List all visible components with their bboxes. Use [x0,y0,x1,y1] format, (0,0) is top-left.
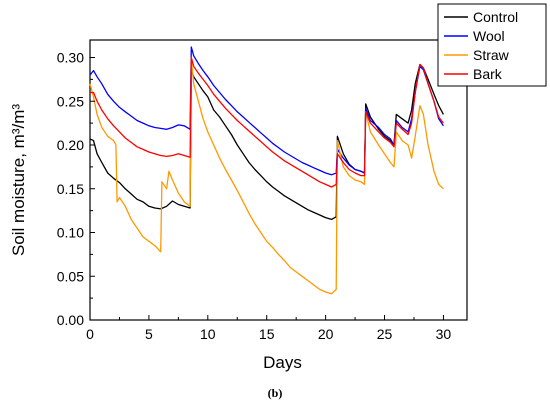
x-tick-label: 0 [86,326,94,342]
series-line-wool [89,46,444,176]
y-axis-title: Soil moisture, m³/m³ [9,104,28,256]
y-tick-label: 0.20 [57,137,84,153]
legend-label-wool: Wool [473,28,505,44]
y-tick-label: 0.10 [57,225,84,241]
y-tick-label: 0.15 [57,181,84,197]
x-tick-label: 30 [436,326,452,342]
x-tick-label: 15 [259,326,275,342]
legend-label-straw: Straw [473,47,510,63]
y-tick-label: 0.00 [57,312,84,328]
y-tick-label: 0.05 [57,268,84,284]
x-tick-label: 10 [200,326,216,342]
plot-border [89,39,468,321]
x-tick-label: 20 [318,326,334,342]
series-line-straw [89,56,444,295]
x-tick-label: 25 [377,326,393,342]
y-tick-label: 0.25 [57,93,84,109]
figure-caption: (b) [267,386,283,400]
axes: 0 5 10 15 20 25 30 0.00 0.05 0.10 0.15 0.20 0.25 0.30 [57,50,452,343]
soil-moisture-chart: 0 5 10 15 20 25 30 0.00 0.05 0.10 0.15 0.20 0.25 0.30… [9,3,547,372]
x-axis-title: Days [263,353,302,372]
x-tick-label: 5 [145,326,153,342]
y-tick-label: 0.30 [57,50,84,66]
plot-area [89,39,468,321]
legend-label-bark: Bark [473,66,503,82]
series-line-bark [90,56,444,188]
legend: Control Wool Straw Bark [437,3,547,87]
series-lines [89,46,444,295]
legend-label-control: Control [473,9,518,25]
